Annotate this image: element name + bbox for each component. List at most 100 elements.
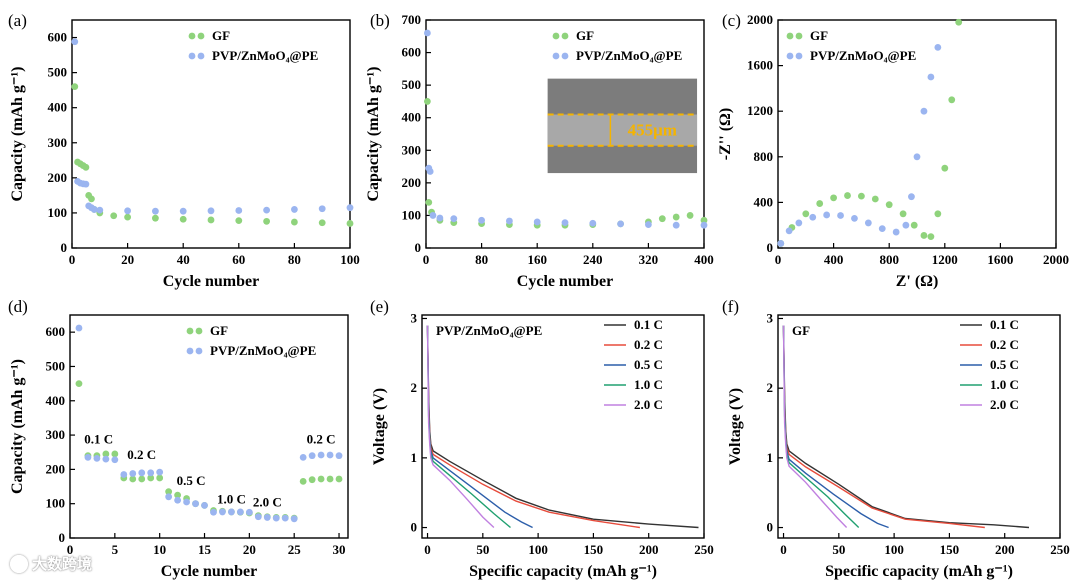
data-point bbox=[96, 206, 104, 214]
series-line-2 bbox=[426, 325, 533, 529]
x-tick-label: 1600 bbox=[987, 252, 1013, 267]
x-tick-label: 800 bbox=[879, 252, 899, 267]
data-point bbox=[823, 211, 831, 219]
data-point bbox=[263, 206, 270, 214]
data-point bbox=[878, 225, 886, 233]
y-tick-label: 1 bbox=[767, 450, 774, 465]
y-tick-label: 500 bbox=[402, 77, 422, 92]
y-tick-label: 2 bbox=[411, 380, 418, 395]
x-tick-label: 400 bbox=[824, 252, 844, 267]
data-point bbox=[506, 217, 513, 225]
data-point bbox=[111, 450, 119, 458]
data-point bbox=[645, 221, 652, 228]
data-point bbox=[927, 233, 935, 241]
y-axis-title: Capacity (mAh g⁻¹) bbox=[9, 66, 26, 201]
legend-marker bbox=[195, 347, 203, 355]
data-point bbox=[317, 451, 325, 459]
data-point bbox=[82, 180, 90, 188]
panel-label: (d) bbox=[8, 297, 28, 316]
x-tick-label: 25 bbox=[288, 542, 302, 557]
y-tick-label: 3 bbox=[767, 310, 774, 325]
data-point bbox=[436, 214, 444, 222]
data-point bbox=[165, 488, 173, 496]
rate-label: 2.0 C bbox=[253, 494, 282, 509]
data-point bbox=[871, 195, 879, 203]
y-tick-label: 1200 bbox=[747, 103, 773, 118]
data-point bbox=[138, 475, 146, 483]
data-point bbox=[777, 240, 785, 247]
data-point bbox=[88, 195, 95, 203]
x-tick-label: 400 bbox=[694, 252, 714, 267]
data-point bbox=[658, 215, 666, 223]
panel-annotation: GF bbox=[792, 323, 810, 338]
data-point bbox=[291, 218, 298, 226]
chart-panel-c: (c) 0 400 800 1200 1600 2000 0 400 800 1200 1600 200… bbox=[717, 11, 1069, 290]
panel-label: (b) bbox=[370, 11, 390, 30]
data-point bbox=[147, 469, 155, 477]
data-point bbox=[913, 153, 921, 161]
y-tick-label: 0 bbox=[59, 530, 66, 545]
y-axis-title: Voltage (V) bbox=[371, 388, 388, 465]
y-tick-label: 600 bbox=[46, 324, 66, 339]
data-point bbox=[236, 508, 244, 516]
data-point bbox=[93, 455, 101, 462]
plot-frame bbox=[421, 314, 705, 539]
y-tick-label: 200 bbox=[402, 175, 422, 190]
y-tick-label: 600 bbox=[402, 45, 422, 60]
data-point bbox=[955, 18, 963, 26]
series-gf bbox=[75, 380, 343, 522]
data-point bbox=[281, 514, 289, 522]
x-tick-label: 0 bbox=[775, 252, 782, 267]
series-pvp bbox=[423, 29, 708, 229]
inset-label: 455μm bbox=[628, 120, 677, 139]
chart-panel-a: (a) 0 20 40 60 80 100 0 100 200 300 400 500 600 Cycle … bbox=[8, 11, 360, 290]
data-point bbox=[124, 207, 131, 215]
x-tick-label: 10 bbox=[153, 542, 166, 557]
data-point bbox=[346, 220, 354, 227]
data-point bbox=[686, 212, 694, 219]
chart-panel-d: (d)0 5 10 15 20 25 300100200300400500600Cycle … bbox=[8, 297, 349, 580]
legend-marker bbox=[188, 52, 196, 60]
data-point bbox=[785, 227, 793, 235]
chart-panel-e: (e) 0 50 100 150 200 250 0 1 2 3 Specific capacity … bbox=[370, 297, 714, 580]
y-tick-label: 200 bbox=[46, 461, 66, 476]
x-tick-label: 15 bbox=[198, 542, 212, 557]
legend-label: GF bbox=[210, 323, 228, 338]
y-tick-label: 100 bbox=[402, 207, 422, 222]
data-point bbox=[308, 452, 316, 460]
data-point bbox=[272, 514, 280, 522]
data-point bbox=[102, 455, 110, 463]
rate-label: 0.2 C bbox=[307, 432, 336, 447]
y-tick-label: 1600 bbox=[747, 58, 773, 73]
x-tick-label: 20 bbox=[121, 252, 134, 267]
data-point bbox=[533, 218, 541, 226]
data-point bbox=[84, 453, 92, 461]
data-point bbox=[910, 221, 918, 229]
watermark-text: 大数跨境 bbox=[32, 555, 93, 573]
legend-label: 0.5 C bbox=[634, 357, 663, 372]
series-line-4 bbox=[426, 325, 495, 529]
series-line-1 bbox=[426, 325, 641, 529]
y-axis-title: Capacity (mAh g⁻¹) bbox=[9, 359, 26, 494]
series-gf bbox=[777, 18, 963, 247]
data-point bbox=[864, 219, 872, 227]
y-tick-label: 1 bbox=[411, 450, 418, 465]
data-point bbox=[71, 83, 79, 91]
legend-label: 2.0 C bbox=[634, 397, 663, 412]
x-tick-label: 0 bbox=[424, 542, 431, 557]
data-point bbox=[156, 468, 164, 476]
legend-marker bbox=[786, 52, 794, 60]
data-point bbox=[346, 204, 354, 212]
data-point bbox=[111, 456, 119, 464]
data-point bbox=[858, 192, 865, 200]
inset-layer bbox=[547, 114, 698, 146]
data-point bbox=[326, 475, 334, 483]
data-point bbox=[700, 221, 708, 229]
y-tick-label: 100 bbox=[48, 205, 68, 220]
legend-marker bbox=[188, 32, 196, 40]
data-point bbox=[152, 207, 159, 215]
series-line-2 bbox=[782, 325, 889, 529]
y-tick-label: 300 bbox=[402, 142, 422, 157]
plot-frame bbox=[777, 19, 1057, 249]
legend-marker bbox=[786, 32, 794, 40]
